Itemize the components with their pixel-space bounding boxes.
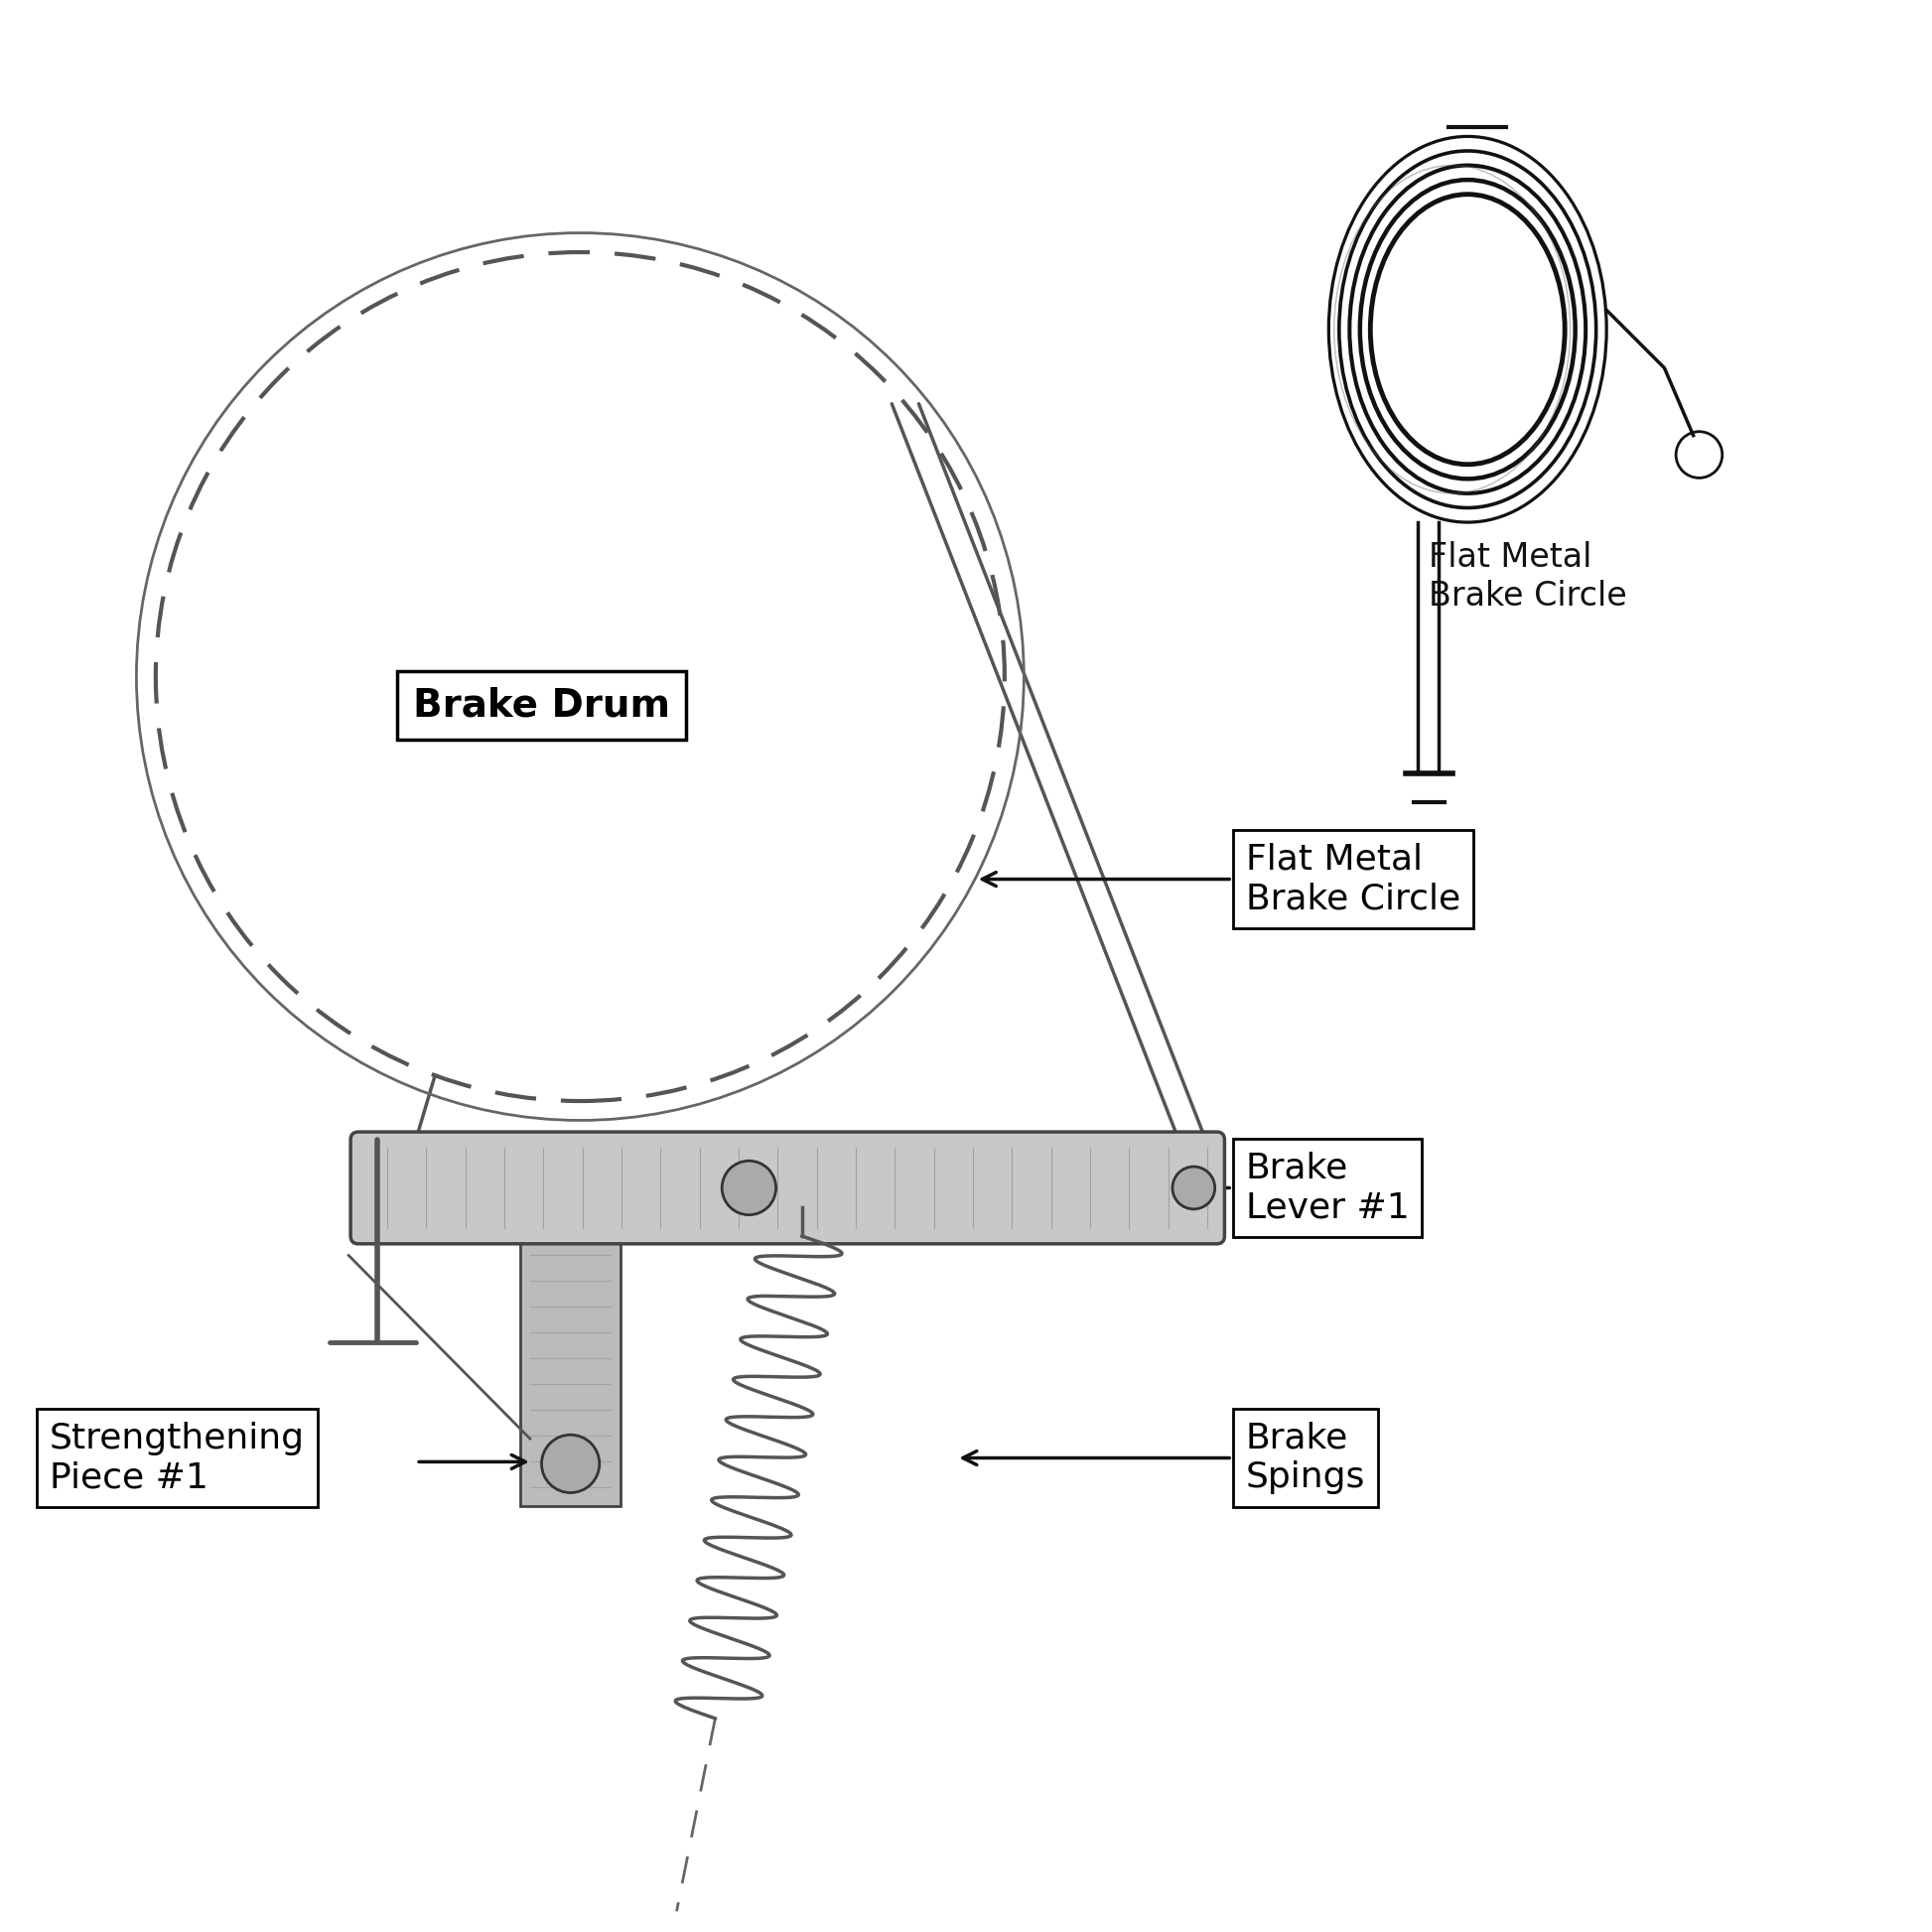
Text: Brake
Spings: Brake Spings xyxy=(1246,1422,1366,1493)
Ellipse shape xyxy=(1323,137,1613,522)
Circle shape xyxy=(723,1161,777,1215)
Circle shape xyxy=(1173,1167,1215,1209)
Bar xyxy=(520,1236,620,1507)
Text: Brake Drum: Brake Drum xyxy=(413,686,670,724)
Text: Flat Metal
Brake Circle: Flat Metal Brake Circle xyxy=(1430,541,1627,612)
Text: Strengthening
Piece #1: Strengthening Piece #1 xyxy=(50,1422,305,1493)
Circle shape xyxy=(541,1435,599,1493)
FancyBboxPatch shape xyxy=(350,1132,1225,1244)
Text: Brake
Lever #1: Brake Lever #1 xyxy=(1246,1151,1408,1225)
Text: Flat Metal
Brake Circle: Flat Metal Brake Circle xyxy=(1246,842,1461,916)
